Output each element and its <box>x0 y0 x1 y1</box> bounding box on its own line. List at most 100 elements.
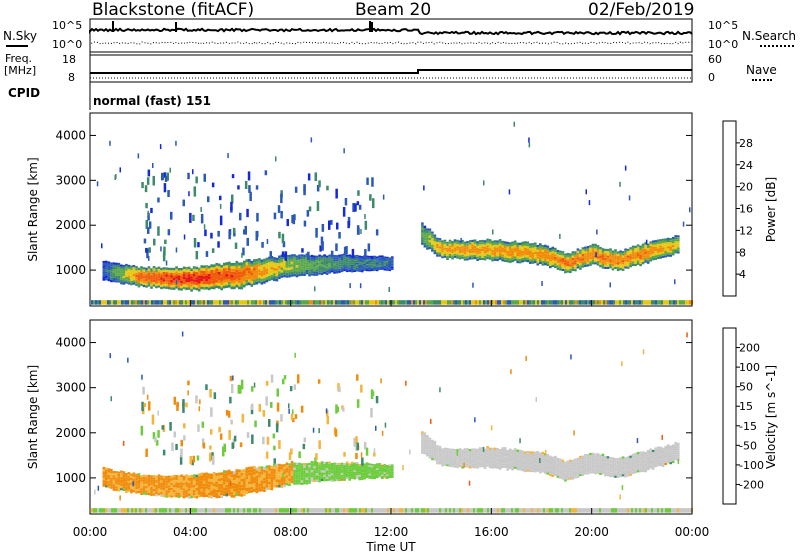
echo-cell <box>122 482 126 485</box>
clutter-cell <box>647 300 649 305</box>
echo-cell <box>140 279 143 282</box>
echo-cell <box>616 264 620 267</box>
echo-cell <box>265 260 269 264</box>
echo-cell <box>248 264 251 268</box>
echo-cell <box>243 475 246 479</box>
sparse-echo <box>189 212 192 223</box>
echo-cell <box>308 469 311 473</box>
echo-cell <box>192 266 196 269</box>
echo-cell <box>576 475 580 478</box>
echo-cell <box>222 490 226 494</box>
echo-cell <box>205 483 208 487</box>
echo-cell <box>115 482 118 485</box>
echo-cell <box>320 467 324 471</box>
echo-cell <box>609 463 612 466</box>
echo-cell <box>222 470 226 474</box>
echo-cell <box>561 470 565 473</box>
echo-cell <box>127 480 131 484</box>
echo-cell <box>192 487 196 490</box>
echo-cell <box>273 484 276 488</box>
echo-cell <box>115 484 118 487</box>
echo-cell <box>315 257 319 261</box>
echo-cell <box>448 256 452 258</box>
clutter-cell <box>477 300 479 305</box>
echo-cell <box>641 257 645 260</box>
echo-cell <box>651 247 655 250</box>
echo-cell <box>491 252 494 255</box>
echo-cell <box>596 245 600 248</box>
echo-cell <box>421 446 424 449</box>
clutter-cell <box>551 508 553 513</box>
echo-cell <box>453 449 457 452</box>
sparse-echo <box>624 165 627 171</box>
clutter-cell <box>527 300 529 305</box>
echo-cell <box>162 286 166 289</box>
sparse-echo <box>213 392 217 400</box>
echo-cell <box>614 264 617 267</box>
echo-cell <box>368 466 371 469</box>
echo-cell <box>611 457 615 460</box>
echo-cell <box>433 234 437 237</box>
echo-cell <box>145 474 148 478</box>
echo-cell <box>348 254 351 257</box>
echo-cell <box>215 285 218 289</box>
echo-cell <box>122 475 126 478</box>
echo-cell <box>511 259 514 263</box>
echo-cell <box>142 284 146 288</box>
clutter-cell <box>253 508 255 513</box>
clutter-cell <box>313 300 315 305</box>
echo-cell <box>300 268 304 272</box>
echo-cell <box>581 464 585 467</box>
echo-cell <box>561 473 565 476</box>
echo-cell <box>386 256 389 259</box>
echo-cell <box>345 473 349 476</box>
echo-cell <box>117 273 121 276</box>
clutter-cell <box>365 300 367 305</box>
echo-cell <box>564 260 567 263</box>
echo-cell <box>325 266 329 269</box>
echo-cell <box>446 243 449 246</box>
clutter-cell <box>165 300 167 305</box>
echo-cell <box>651 449 655 452</box>
echo-cell <box>654 458 657 461</box>
echo-cell <box>147 486 151 489</box>
echo-cell <box>260 474 264 478</box>
echo-cell <box>197 489 201 493</box>
echo-cell <box>205 477 208 481</box>
echo-cell <box>313 260 316 263</box>
echo-cell <box>584 262 587 265</box>
echo-cell <box>644 454 647 457</box>
echo-cell <box>152 481 156 485</box>
echo-cell <box>212 477 216 481</box>
echo-cell <box>365 260 369 263</box>
echo-cell <box>117 471 121 474</box>
echo-cell <box>325 264 329 267</box>
echo-cell <box>155 281 158 284</box>
echo-cell <box>122 264 126 268</box>
echo-cell <box>488 452 492 455</box>
clutter-cell <box>339 508 341 513</box>
echo-cell <box>172 479 176 483</box>
echo-cell <box>521 253 524 256</box>
echo-cell <box>230 491 234 495</box>
clutter-cell <box>247 508 249 513</box>
echo-cell <box>373 255 376 258</box>
echo-cell <box>576 466 580 469</box>
echo-cell <box>611 261 615 264</box>
echo-cell <box>629 466 632 470</box>
echo-cell <box>258 486 261 489</box>
echo-cell <box>463 243 467 246</box>
echo-cell <box>107 477 111 480</box>
echo-cell <box>381 255 384 257</box>
echo-cell <box>303 477 306 480</box>
echo-cell <box>160 284 163 287</box>
clutter-cell <box>91 300 93 305</box>
echo-cell <box>589 471 592 474</box>
clutter-cell <box>487 508 489 513</box>
echo-cell <box>661 447 665 450</box>
echo-cell <box>596 453 600 456</box>
clutter-cell <box>555 508 557 513</box>
echo-cell <box>629 469 632 472</box>
echo-cell <box>601 264 605 267</box>
echo-cell <box>493 463 497 466</box>
